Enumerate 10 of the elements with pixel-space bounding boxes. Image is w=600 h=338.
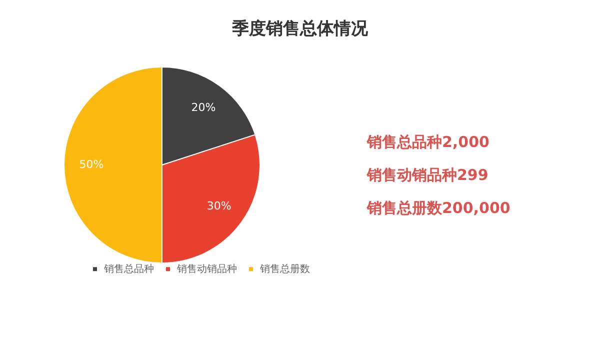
data-label: 20% (191, 100, 216, 114)
text: 销售总品种2,000 (366, 133, 490, 151)
legend-label: 销售动销品种 (176, 263, 237, 276)
chart-title: 季度销售总体情况 (231, 19, 369, 39)
legend-label: 销售总册数 (259, 263, 310, 276)
legend-label: 销售总品种 (103, 263, 154, 276)
text: 销售动销品种299 (366, 166, 488, 184)
data-label: 30% (206, 199, 232, 212)
text: 销售总册数200,000 (366, 199, 510, 217)
data-label: 50% (79, 158, 104, 171)
